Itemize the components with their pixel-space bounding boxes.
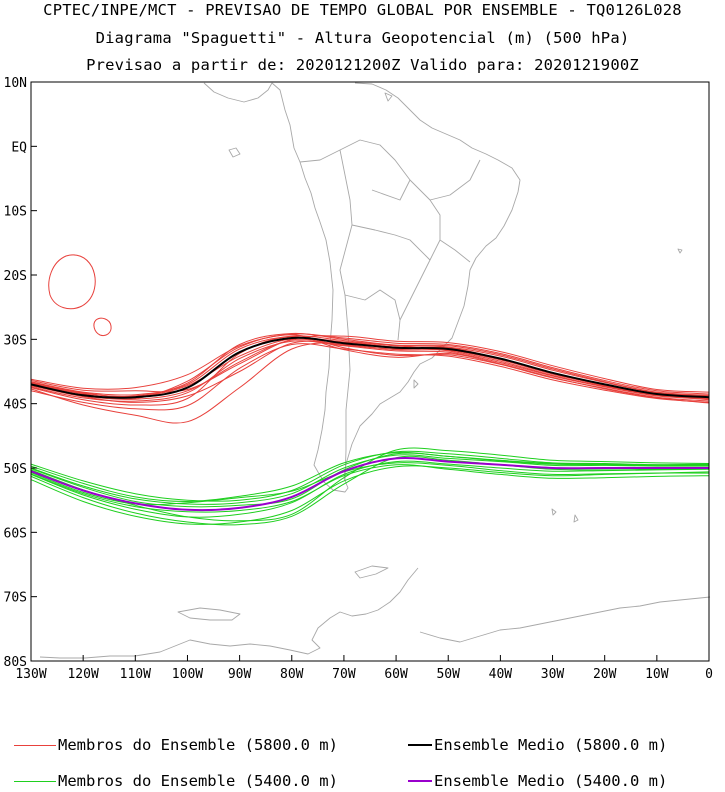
isolated-contours [48,254,112,336]
lat-tick-label: 10N [4,76,27,91]
members-5800 [30,332,710,424]
member-line-5400 [30,452,710,508]
member-line-5800 [30,340,710,402]
lon-tick-label: 80W [280,667,304,682]
member-line-5400 [30,450,710,502]
member-line-5800 [30,342,710,424]
member-line-5800 [30,332,710,398]
antarctic-peninsula-coast [39,567,419,659]
contour-small-pacific [93,317,112,336]
lat-tick-label: 70S [4,591,27,606]
islands [177,92,683,621]
member-line-5800 [30,340,710,403]
lon-tick-label: 120W [67,667,98,682]
lon-tick-label: 70W [332,667,356,682]
member-line-5400 [30,465,710,525]
lon-tick-label: 110W [120,667,151,682]
member-line-5400 [30,447,710,522]
lat-tick-label: 50S [4,462,27,477]
lat-tick-label: 80S [4,655,27,670]
legend-mean-5800: Ensemble Medio (5800.0 m) [408,735,667,755]
title-line-3: Previsao a partir de: 2020121200Z Valido… [86,56,639,74]
legend-label-mean-5400: Ensemble Medio (5400.0 m) [434,772,668,790]
lat-tick-label: 30S [4,333,27,348]
legend-members-5400: Membros do Ensemble (5400.0 m) [14,771,338,791]
weddell-coast [419,596,711,643]
map-frame [30,81,710,662]
legend-label-members-5800: Membros do Ensemble (5800.0 m) [58,736,338,754]
title-line-1: CPTEC/INPE/MCT - PREVISAO DE TEMPO GLOBA… [43,1,682,19]
member-line-5400 [30,464,710,513]
contour-high-pacific [48,254,96,310]
lon-tick-label: 100W [172,667,203,682]
lat-tick-label: 10S [4,205,27,220]
lat-tick-label: EQ [11,140,27,155]
lon-tick-label: 10W [645,667,669,682]
lon-tick-label: 30W [541,667,565,682]
members-5400 [30,447,710,526]
legend-mean-5400: Ensemble Medio (5400.0 m) [408,771,667,791]
lat-tick-label: 20S [4,269,27,284]
ensemble-means [30,336,710,512]
lon-tick-label: 50W [436,667,460,682]
lon-tick-label: 20W [593,667,617,682]
legend-swatch-mean-5400 [408,780,432,782]
mean-line-5800 [30,336,710,399]
mean-line-5400 [30,457,709,512]
lon-tick-label: 90W [228,667,252,682]
south-america-coast [271,82,521,493]
member-line-5800 [30,336,710,406]
lon-tick-label: 60W [384,667,408,682]
member-line-5800 [30,343,710,411]
member-line-5800 [30,335,710,393]
member-line-5800 [30,333,710,395]
legend-swatch-members-5400 [14,780,56,782]
member-line-5400 [30,451,710,503]
lon-tick-label: 0 [705,667,713,682]
country-borders [299,139,481,481]
title-line-2: Diagrama "Spaguetti" - Altura Geopotenci… [95,29,630,47]
legend-label-mean-5800: Ensemble Medio (5800.0 m) [434,736,668,754]
legend-swatch-mean-5800 [408,744,432,746]
coastlines [39,82,711,659]
legend-swatch-members-5800 [14,744,56,746]
legend-members-5800: Membros do Ensemble (5800.0 m) [14,735,338,755]
legend-label-members-5400: Membros do Ensemble (5400.0 m) [58,772,338,790]
central-america-coast [203,82,273,103]
lon-tick-label: 40W [489,667,513,682]
lat-tick-label: 40S [4,398,27,413]
lat-tick-label: 60S [4,526,27,541]
lon-tick-label: 130W [15,667,46,682]
